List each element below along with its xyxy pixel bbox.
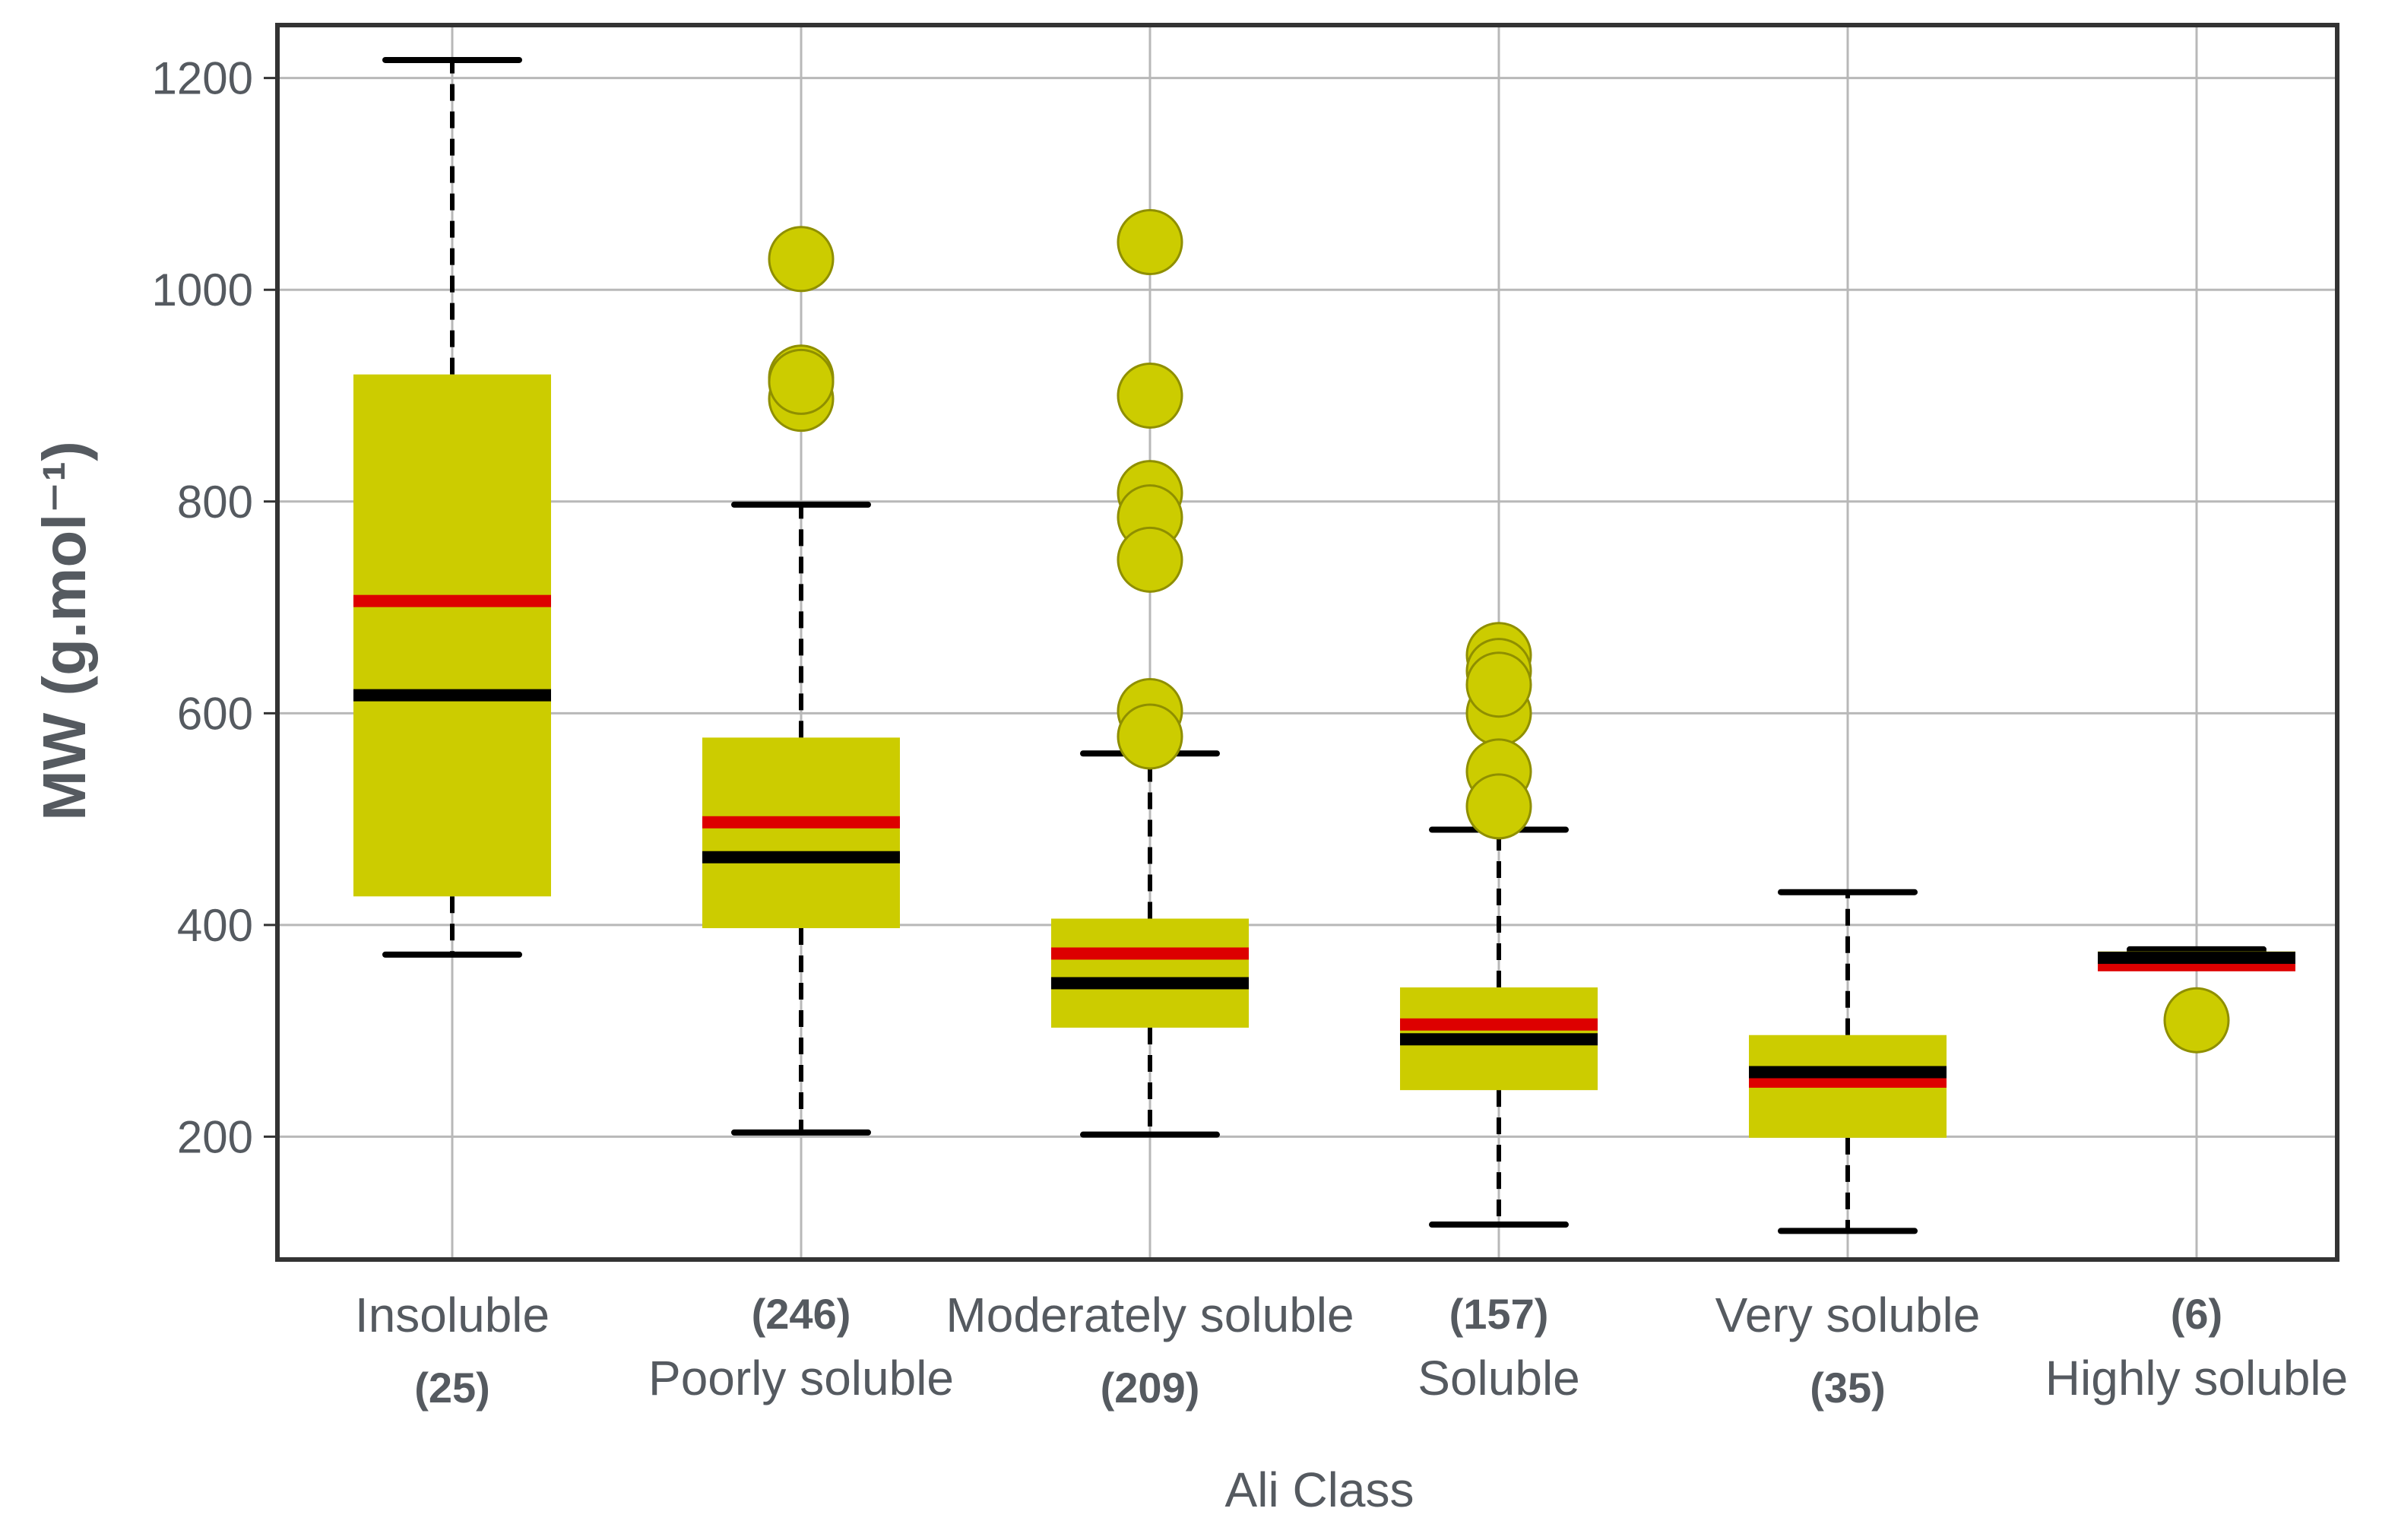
box-group xyxy=(353,56,551,958)
y-tick-label: 400 xyxy=(177,900,253,951)
median-line xyxy=(2098,952,2295,965)
outlier-point xyxy=(1117,526,1183,593)
category-name-label: Moderately soluble xyxy=(946,1288,1354,1342)
category-count-label: (35) xyxy=(1810,1364,1886,1412)
category-count-label: (6) xyxy=(2171,1290,2222,1338)
y-tick-label: 600 xyxy=(177,688,253,739)
mean-line xyxy=(353,594,551,607)
box-group xyxy=(1400,622,1598,1228)
mean-line xyxy=(702,816,900,829)
category-name-label: Insoluble xyxy=(355,1288,550,1342)
outlier-point xyxy=(768,226,835,293)
y-tick-label: 800 xyxy=(177,477,253,528)
box-group xyxy=(702,226,900,1136)
category-count-label: (246) xyxy=(752,1290,851,1338)
category-name-label: Very soluble xyxy=(1715,1288,1981,1342)
label-layer: 200 400 600 800 1000 1200 Insoluble (25) (246) Po… xyxy=(152,53,2349,1412)
iqr-box xyxy=(353,374,551,897)
iqr-box xyxy=(702,737,900,929)
box-layer xyxy=(353,56,2295,1234)
median-line xyxy=(702,851,900,863)
outlier-point xyxy=(1117,703,1183,770)
category-count-label: (157) xyxy=(1449,1290,1549,1338)
box-group xyxy=(1749,889,1947,1234)
median-line xyxy=(1051,977,1249,990)
grid-layer xyxy=(264,23,2339,1262)
median-line xyxy=(1400,1033,1598,1046)
iqr-box xyxy=(1051,918,1249,1028)
outlier-point xyxy=(768,348,835,415)
mean-line xyxy=(1051,947,1249,960)
y-axis-title: MW (g.mol⁻¹) xyxy=(30,441,98,821)
category-count-label: (209) xyxy=(1101,1364,1200,1412)
mean-line xyxy=(1400,1018,1598,1031)
outlier-point xyxy=(1117,209,1183,276)
outlier-point xyxy=(1117,362,1183,429)
median-line xyxy=(353,689,551,702)
category-name-label: Poorly soluble xyxy=(648,1351,954,1405)
outlier-point xyxy=(2163,987,2230,1054)
outlier-point xyxy=(1465,651,1532,718)
y-tick-label: 1200 xyxy=(152,53,253,104)
x-axis-title: Ali Class xyxy=(1225,1462,1414,1517)
y-tick-label: 200 xyxy=(177,1111,253,1162)
median-line xyxy=(1749,1066,1947,1079)
category-name-label: Soluble xyxy=(1418,1351,1580,1405)
box-group xyxy=(2098,946,2295,1054)
outlier-point xyxy=(1465,773,1532,840)
y-tick-label: 1000 xyxy=(152,265,253,315)
box-group xyxy=(1051,209,1249,1138)
category-name-label: Highly soluble xyxy=(2045,1351,2348,1405)
mean-line xyxy=(1749,1076,1947,1088)
plot-frame xyxy=(275,23,2339,1262)
category-count-label: (25) xyxy=(414,1364,490,1412)
